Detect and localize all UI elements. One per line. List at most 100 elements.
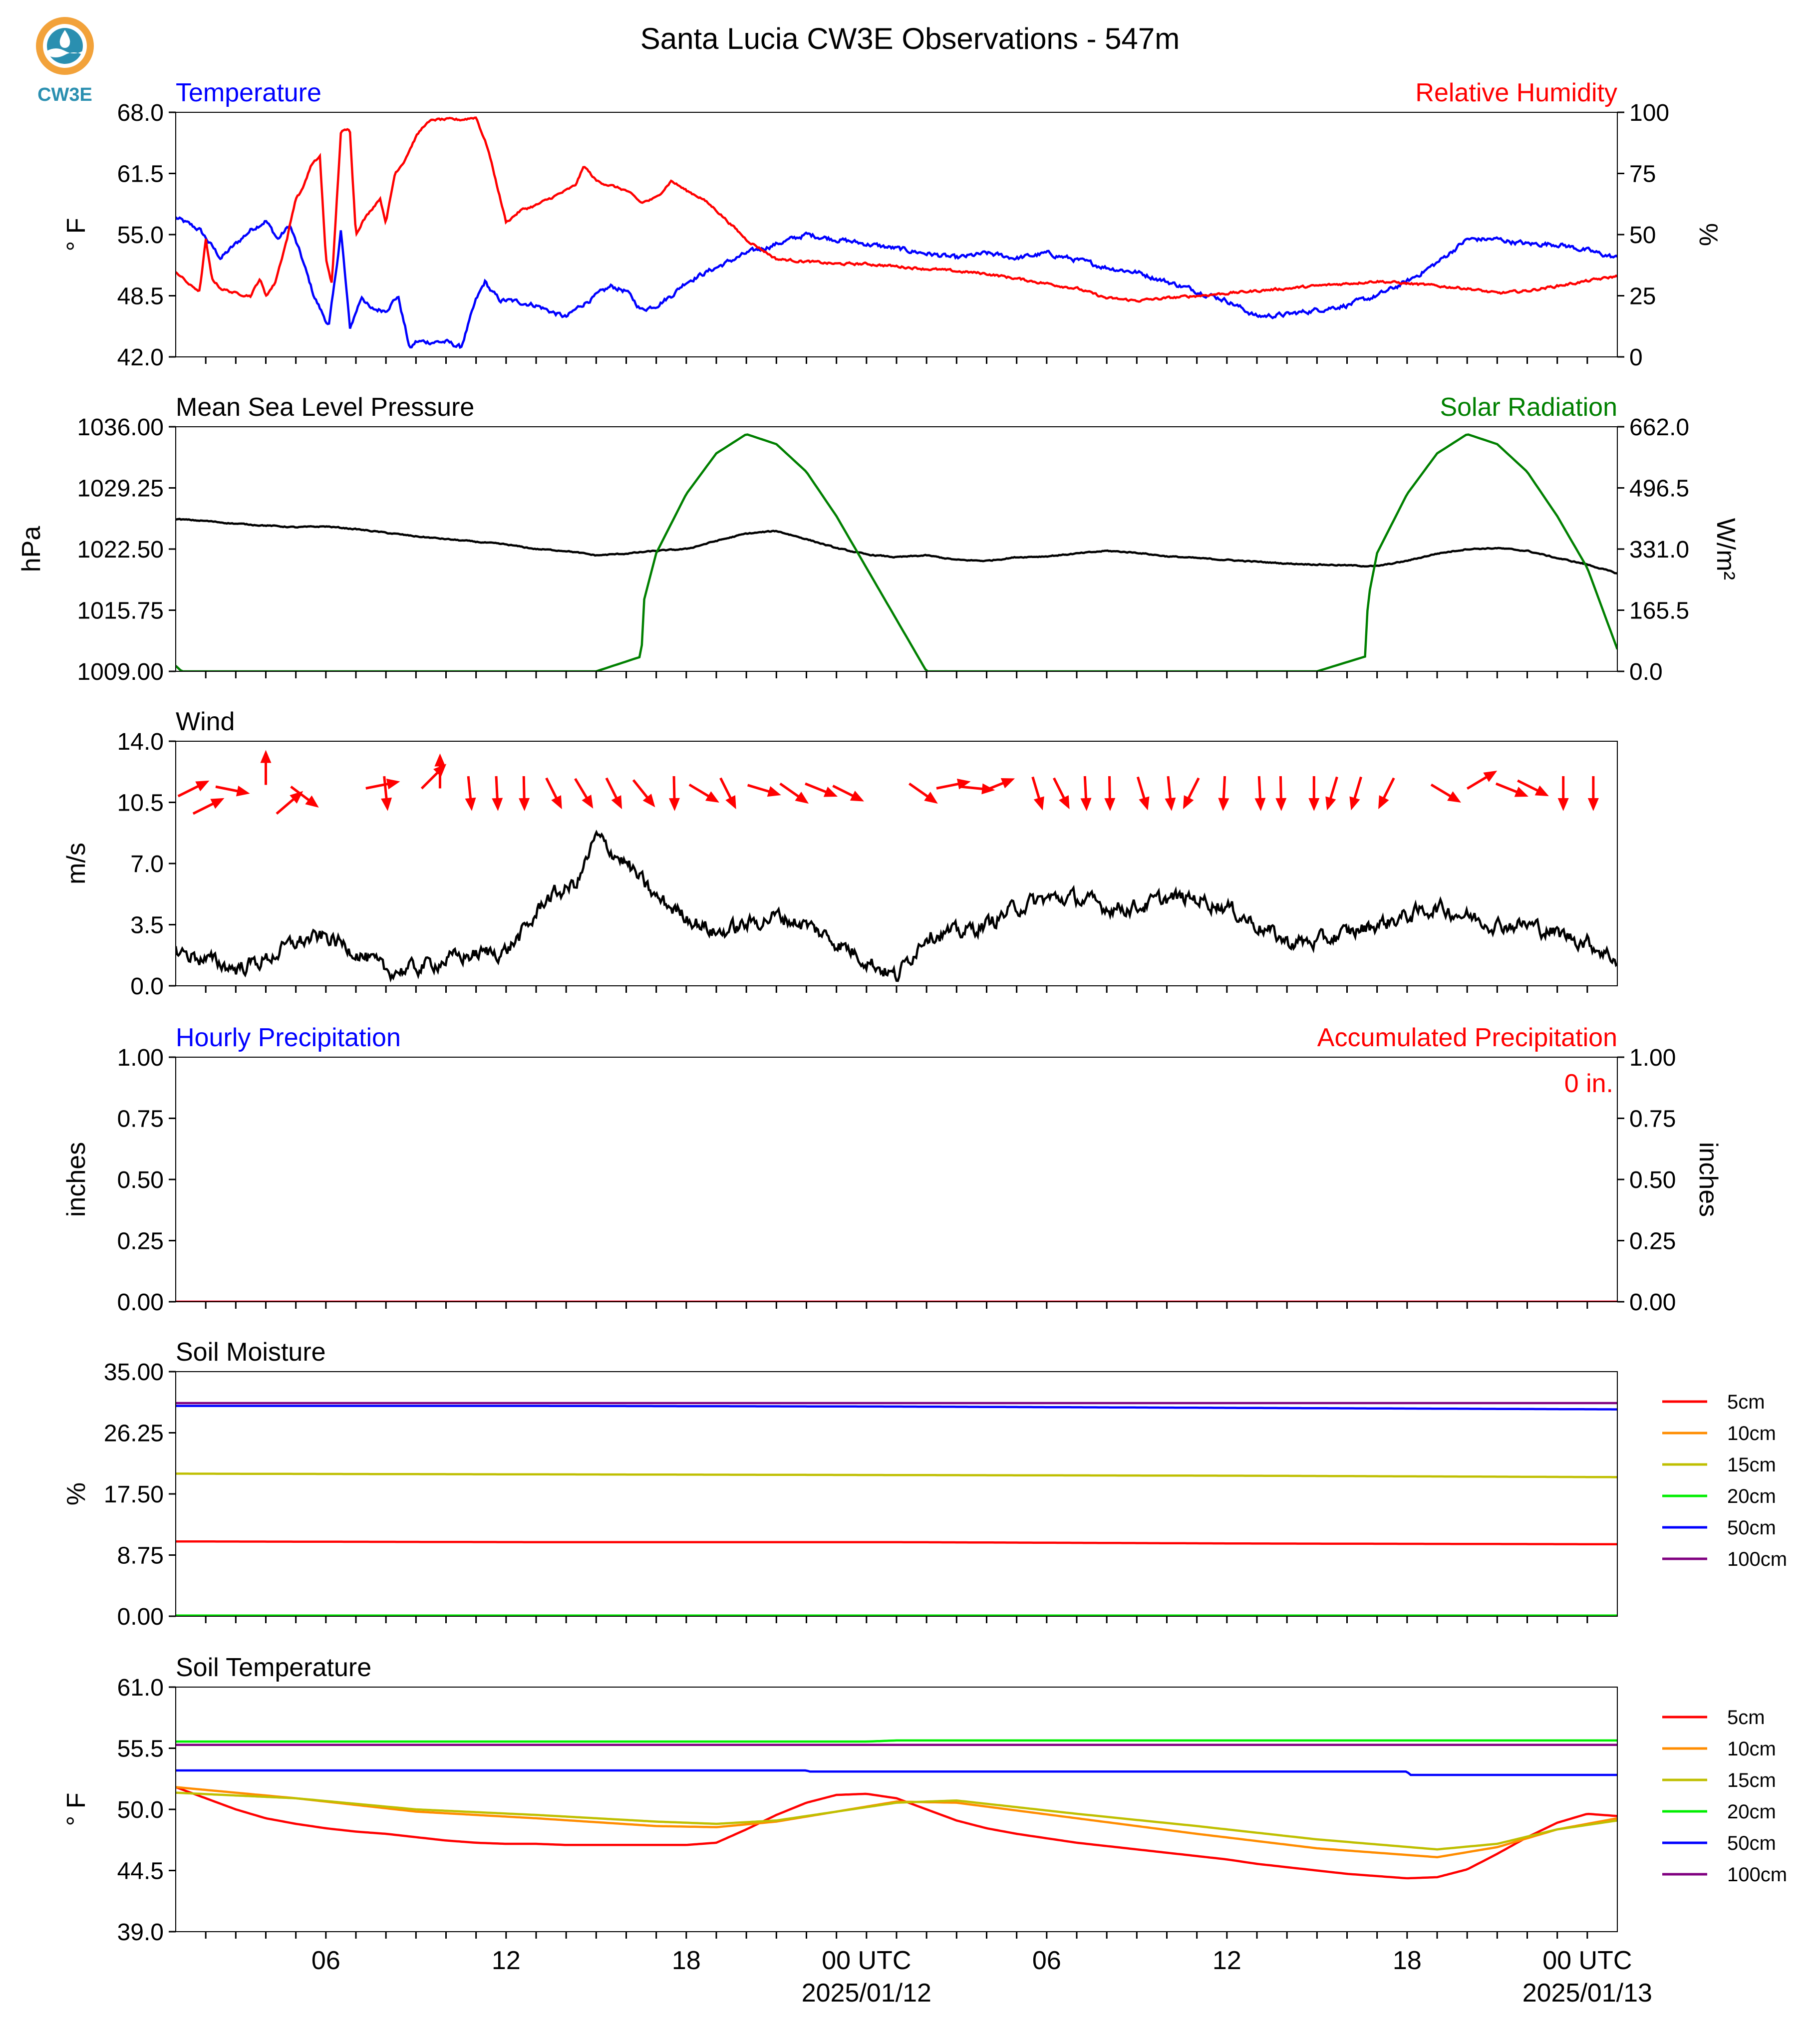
y-tick-label-left: 0.0 [130, 973, 164, 1000]
series-line-15cm [176, 1472, 1617, 1478]
wind-arrow-24 [909, 782, 938, 804]
y-tick-label-left: 42.0 [117, 344, 164, 371]
wind-arrow-0 [177, 780, 210, 798]
y-tick-label-left: 50.0 [117, 1797, 164, 1823]
wind-arrow-1 [192, 798, 225, 815]
panel-title-left: Soil Temperature [176, 1653, 371, 1682]
series-line-1 [176, 116, 1617, 303]
wind-arrow-head [1254, 798, 1266, 811]
y-axis-label-right: % [1694, 223, 1723, 246]
series-line-0 [176, 518, 1617, 575]
y-tick-label-right: 100 [1629, 100, 1669, 126]
wind-arrow-4 [276, 791, 303, 815]
wind-arrow-3 [260, 750, 272, 785]
wind-arrow-head [305, 795, 319, 808]
plot-frame [175, 741, 1618, 986]
precip-total-annotation: 0 in. [1564, 1069, 1613, 1098]
wind-arrow-36 [1254, 776, 1266, 811]
y-tick-label-right: 0.00 [1629, 1289, 1676, 1316]
y-tick-label-left: 55.0 [117, 222, 164, 249]
x-tick-label: 00 UTC [822, 1946, 911, 1975]
wind-arrow-19 [719, 777, 736, 810]
panel-1: 1009.00 1015.75 1022.50 1029.25 1036.00 0.0 16… [17, 393, 1740, 685]
panel-title-left: Hourly Precipitation [176, 1023, 401, 1052]
x-tick-label: 12 [1213, 1946, 1241, 1975]
wind-arrow-30 [1080, 776, 1092, 811]
y-tick-label-right: 0.75 [1629, 1106, 1676, 1133]
y-tick-label-left: 8.75 [117, 1543, 164, 1569]
wind-arrow-head [1325, 796, 1336, 811]
wind-arrow-head [465, 797, 476, 811]
panel-0: 42.0 48.5 55.0 61.5 68.0 0 25 50 75 100 Temperatur… [62, 78, 1723, 371]
wind-arrow-head [611, 795, 622, 810]
legend-label-10cm: 10cm [1727, 1423, 1776, 1445]
wind-arrow-29 [1053, 777, 1070, 810]
wind-arrow-9 [434, 753, 446, 789]
y-axis-label-left: inches [62, 1142, 91, 1217]
wind-arrow-head [1308, 798, 1320, 811]
wind-arrow-head [1218, 798, 1229, 811]
y-axis-label-left: % [62, 1482, 91, 1505]
legend-label-50cm: 50cm [1727, 1832, 1776, 1854]
wind-arrow-head [1557, 798, 1569, 811]
wind-arrow-head [1534, 785, 1549, 797]
wind-arrow-46 [1557, 776, 1569, 811]
legend-label-20cm: 20cm [1727, 1801, 1776, 1823]
series-line-15cm [176, 1791, 1617, 1851]
wind-arrow-20 [747, 784, 781, 797]
panel-title-left: Temperature [176, 78, 321, 107]
y-tick-label-right: 331.0 [1629, 537, 1689, 563]
figure-title: Santa Lucia CW3E Observations - 547m [640, 22, 1180, 55]
y-tick-label-left: 1036.00 [77, 414, 164, 441]
y-tick-label-left: 61.5 [117, 161, 164, 188]
x-tick-label: 18 [1393, 1946, 1422, 1975]
wind-arrow-7 [381, 776, 392, 811]
wind-arrow-head [705, 791, 719, 803]
panel-title-right: Solar Radiation [1440, 393, 1617, 422]
x-tick-label: 00 UTC [1542, 1946, 1632, 1975]
cw3e-logo: CW3E [30, 15, 100, 110]
plot-frame [175, 426, 1618, 672]
y-tick-label-left: 7.0 [130, 851, 164, 877]
y-axis-label-right: inches [1694, 1142, 1723, 1217]
panel-2: 0.0 3.5 7.0 10.5 14.0 Wind m/s [62, 707, 1618, 1000]
wind-arrow-6 [365, 778, 400, 790]
wind-arrow-31 [1104, 776, 1116, 811]
x-tick-date-label: 2025/01/12 [802, 1979, 931, 2008]
wind-arrow-13 [545, 777, 562, 810]
wind-arrow-head [582, 795, 594, 809]
legend-label-5cm: 5cm [1727, 1391, 1765, 1413]
y-tick-label-right: 0 [1629, 344, 1643, 371]
wind-arrow-head [434, 753, 446, 767]
y-tick-label-left: 14.0 [117, 729, 164, 755]
wind-arrow-head [823, 787, 838, 797]
wind-arrow-head [210, 798, 225, 809]
wind-arrow-23 [832, 785, 865, 802]
wind-arrow-18 [688, 783, 719, 803]
panel-4: 0.00 8.75 17.50 26.25 35.00 Soil Moisture% 5cm… [62, 1338, 1787, 1630]
y-tick-label-left: 44.5 [117, 1858, 164, 1885]
y-tick-label-left: 0.75 [117, 1106, 164, 1133]
y-tick-label-right: 662.0 [1629, 414, 1689, 441]
x-tick-label: 18 [672, 1946, 701, 1975]
series-line-1 [176, 433, 1617, 671]
y-tick-label-left: 1029.25 [77, 476, 164, 502]
wind-arrow-head [1183, 795, 1194, 810]
y-tick-label-left: 61.0 [117, 1675, 164, 1701]
wind-arrow-28 [1031, 776, 1044, 811]
panel-5: 39.0 44.5 50.0 55.5 61.0 Soil Temperature ° F 5… [62, 1653, 1787, 2008]
legend-label-100cm: 100cm [1727, 1864, 1787, 1886]
wind-arrow-head [725, 795, 736, 810]
logo-text: CW3E [37, 84, 92, 105]
panel-title-left: Mean Sea Level Pressure [176, 393, 474, 422]
wind-arrow-44 [1495, 782, 1528, 797]
series-line-5cm [176, 1540, 1617, 1546]
wind-arrow-12 [519, 776, 530, 811]
y-tick-label-left: 0.25 [117, 1228, 164, 1255]
y-tick-label-right: 25 [1629, 284, 1656, 310]
wind-arrow-45 [1517, 779, 1549, 797]
y-tick-label-left: 0.00 [117, 1604, 164, 1630]
wind-arrow-47 [1587, 776, 1599, 811]
wind-arrow-11 [492, 776, 503, 811]
